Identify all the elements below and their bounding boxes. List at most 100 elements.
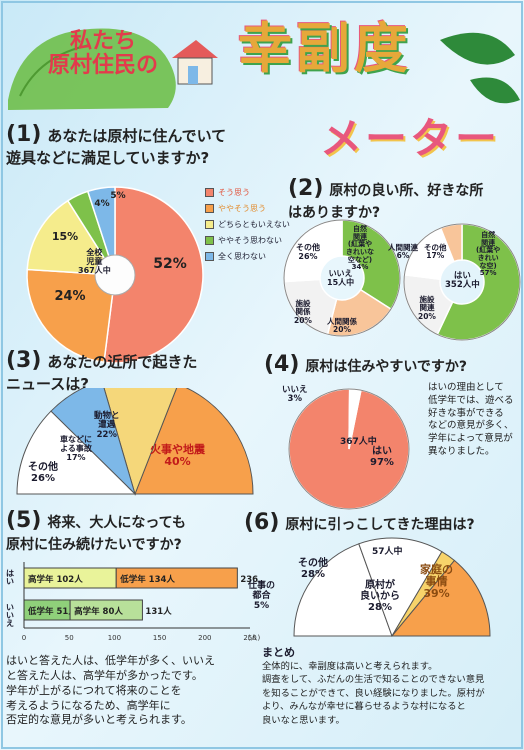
q6-label-family: 家庭の 事情 39% (420, 563, 453, 601)
q1-slice-strongly-disagree (86, 186, 116, 276)
q4-number: (4) (264, 352, 300, 377)
q2-left-donut (283, 219, 401, 337)
q4-pie-chart (288, 388, 410, 510)
q5-total-label: 236人 (240, 574, 260, 585)
q4-reason-note: はいの理由として 低学年では、遊べる 好きな事ができる などの意見が多く、 学年… (428, 382, 514, 458)
q5-segment-label: 低学年 134人 (119, 574, 175, 585)
q3-label-animal: 動物と 遭遇 22% (94, 411, 120, 440)
leaf-icon (440, 32, 520, 104)
q1-value-label: 5% (110, 191, 125, 201)
q5-total-label: 131人 (145, 606, 172, 617)
q5-bar-segment (115, 567, 238, 589)
q5-segment-label: 高学年 80人 (74, 606, 123, 617)
q5-note: はいと答えた人は、低学年が多く、いいえ と答えた人は、高学年が多かったです。 学… (6, 654, 215, 727)
legend-label: 全く思わない (218, 251, 266, 261)
q2-right-label-other: その他 17% (424, 243, 447, 261)
q3-heading: (3) あなたの近所で起きた ニュースは? (6, 348, 266, 395)
q1-legend-item: ややそう思わない (205, 232, 305, 248)
q3-semi-pie (16, 388, 254, 496)
q4-heading: (4) 原村は住みやすいですか? (264, 352, 524, 378)
q5-row-label-yes: はい (6, 569, 14, 586)
q3-label-car: 車などに よる事故 17% (60, 435, 92, 462)
legend-swatch (205, 187, 214, 197)
q2-heading: (2) 原村の良い所、好きな所 はありますか? (288, 176, 524, 223)
subtitle-line2: 原村住民の (47, 53, 158, 79)
q1-legend-item: そう思う (205, 184, 305, 200)
q1-slice-agree (26, 268, 116, 364)
q4-no-label: いいえ 3% (282, 385, 308, 405)
summary-box: まとめ 全体的に、幸副度は高いと考えられます。 調査をして、ふだんの生活で知るこ… (262, 644, 520, 727)
q3-number: (3) (6, 348, 42, 373)
q5-tick-label: 200 (198, 634, 211, 642)
legend-label: そう思う (218, 187, 250, 197)
q5-segment-label: 低学年 51人 (27, 606, 77, 617)
legend-label: ややそう思わない (218, 235, 282, 245)
q5-heading: (5) 将来、大人になっても 原村に住み続けたいですか? (6, 508, 266, 555)
q1-slice-strongly-agree (103, 186, 204, 364)
q6-slice-other (293, 543, 393, 637)
q3-slice-animal (103, 388, 178, 496)
q3-label-other: その他 26% (28, 462, 58, 484)
legend-swatch (205, 251, 214, 261)
q5-tick-label: 0 (22, 634, 26, 642)
legend-label: どちらともいえない (218, 219, 290, 229)
q2-left-label-nature: 自然 関連 (紅葉や きれいな 空など) 34% (346, 225, 374, 272)
q5-tick-label: 100 (108, 634, 121, 642)
page-title: 幸副度 (238, 17, 412, 80)
q6-number: (6) (244, 510, 280, 535)
q6-slice-work (358, 537, 443, 638)
q4-question: 原村は住みやすいですか? (305, 359, 468, 375)
q1-value-label: 52% (153, 256, 187, 272)
q2-number: (2) (288, 176, 324, 201)
q1-slice-neutral (26, 199, 117, 276)
q5-bar-segment (69, 599, 143, 621)
q3-question: あなたの近所で起きた ニュースは? (6, 353, 198, 394)
q2-left-label-people: 人間関係 20% (327, 317, 357, 335)
subtitle: 私たち 原村住民の (28, 29, 178, 79)
legend-swatch (205, 235, 214, 245)
q3-slice-fire (134, 388, 254, 495)
q5-tick-label: (人) (248, 634, 260, 642)
q2-right-label-nature: 自然 関連 (紅葉や きれい な空) 57% (476, 231, 501, 278)
q1-value-label: 24% (54, 289, 85, 304)
q1-value-label: 4% (94, 199, 109, 209)
q4-outline (288, 388, 410, 510)
legend-swatch (205, 203, 214, 213)
q6-center-label: 57人中 (372, 547, 403, 557)
q6-semi-pie (293, 537, 491, 638)
legend-swatch (205, 219, 214, 229)
q2-right-donut (403, 223, 521, 341)
summary-body: 全体的に、幸副度は高いと考えられます。 調査をして、ふだんの生活で知ることのでき… (262, 661, 485, 726)
q5-question: 将来、大人になっても 原村に住み続けたいですか? (6, 515, 186, 554)
q6-label-like: 原村が 良いから 28% (360, 580, 400, 613)
q6-label-other: その他 28% (298, 558, 328, 580)
q3-label-fire: 火事や地震 40% (150, 443, 205, 469)
q1-pie-chart: 52% 24% 15% 4%5% (26, 186, 204, 364)
q5-segment-label: 高学年 102人 (28, 574, 83, 585)
q2-left-outline (283, 219, 401, 337)
q1-legend: そう思う ややそう思う どちらともいえない ややそう思わない 全く思わない (205, 184, 305, 264)
q5-number: (5) (6, 508, 42, 533)
q6-label-work: 仕事の 都合 5% (248, 581, 276, 611)
q2-right-outline (403, 223, 521, 341)
page-title-line2: メーター (319, 114, 500, 163)
q2-right-label-people: 人間関連 6% (388, 243, 418, 261)
q4-yes-label: はい 97% (370, 446, 394, 468)
q2-question: 原村の良い所、好きな所 はありますか? (288, 183, 484, 222)
q2-right-label-facility: 施設 関連 20% (418, 295, 436, 321)
q1-legend-item: ややそう思う (205, 200, 305, 216)
legend-label: ややそう思う (218, 203, 266, 213)
q5-tick-label: 250 (243, 634, 256, 642)
q6-question: 原村に引っこしてきた理由は? (285, 517, 475, 533)
subtitle-line1: 私たち (69, 29, 136, 54)
q1-number: (1) (6, 122, 42, 147)
header-illustration (8, 28, 520, 110)
q2-left-label-facility: 施設 関係 20% (294, 299, 312, 325)
q1-center-label: 全校 児童 367人中 (78, 248, 111, 275)
q1-center-circle (94, 254, 136, 296)
q5-tick-label: 50 (65, 634, 74, 642)
q5-row-label-no: いいえ (6, 603, 14, 628)
q1-question: あなたは原村に住んでいて 遊具などに満足していますか? (6, 127, 227, 168)
house-icon (172, 40, 218, 85)
